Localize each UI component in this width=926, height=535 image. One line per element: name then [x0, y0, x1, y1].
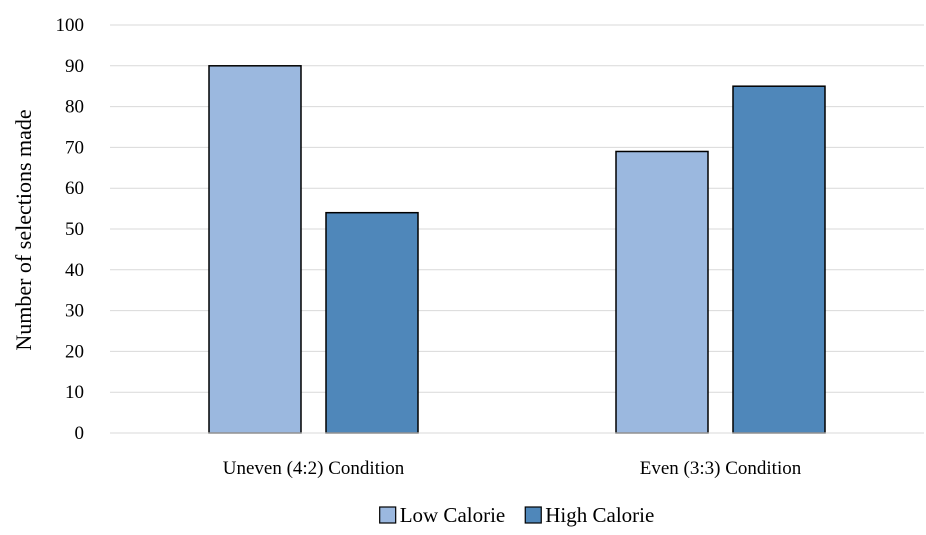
- legend: Low Calorie High Calorie: [379, 503, 654, 527]
- legend-swatch: [524, 506, 542, 524]
- y-tick-label: 20: [65, 341, 84, 362]
- bars: [208, 65, 826, 434]
- y-tick-label: 100: [56, 15, 85, 36]
- y-tick-label: 90: [65, 56, 84, 77]
- y-tick-label: 80: [65, 97, 84, 118]
- y-tick-label: 60: [65, 178, 84, 199]
- y-tick-label: 30: [65, 301, 84, 322]
- bar-high-calorie: [325, 211, 419, 434]
- y-axis-title: Number of selections made: [11, 109, 36, 350]
- y-axis-tick-labels: 0 10 20 30 40 50 60 70 80 90 100: [56, 15, 85, 444]
- legend-swatch: [379, 506, 397, 524]
- legend-label: Low Calorie: [400, 503, 506, 527]
- y-tick-label: 0: [75, 423, 85, 444]
- bar-high-calorie: [732, 85, 826, 434]
- bar-low-calorie: [208, 65, 302, 434]
- legend-item: High Calorie: [524, 503, 654, 527]
- bar-low-calorie: [615, 150, 709, 434]
- y-tick-label: 50: [65, 219, 84, 240]
- x-category-label: Uneven (4:2) Condition: [223, 458, 405, 479]
- x-axis-category-labels: Uneven (4:2) Condition Even (3:3) Conditi…: [223, 458, 802, 479]
- legend-label: High Calorie: [545, 503, 654, 527]
- y-tick-label: 40: [65, 260, 84, 281]
- y-tick-label: 70: [65, 137, 84, 158]
- legend-item: Low Calorie: [379, 503, 506, 527]
- y-tick-label: 10: [65, 382, 84, 403]
- x-category-label: Even (3:3) Condition: [640, 458, 802, 479]
